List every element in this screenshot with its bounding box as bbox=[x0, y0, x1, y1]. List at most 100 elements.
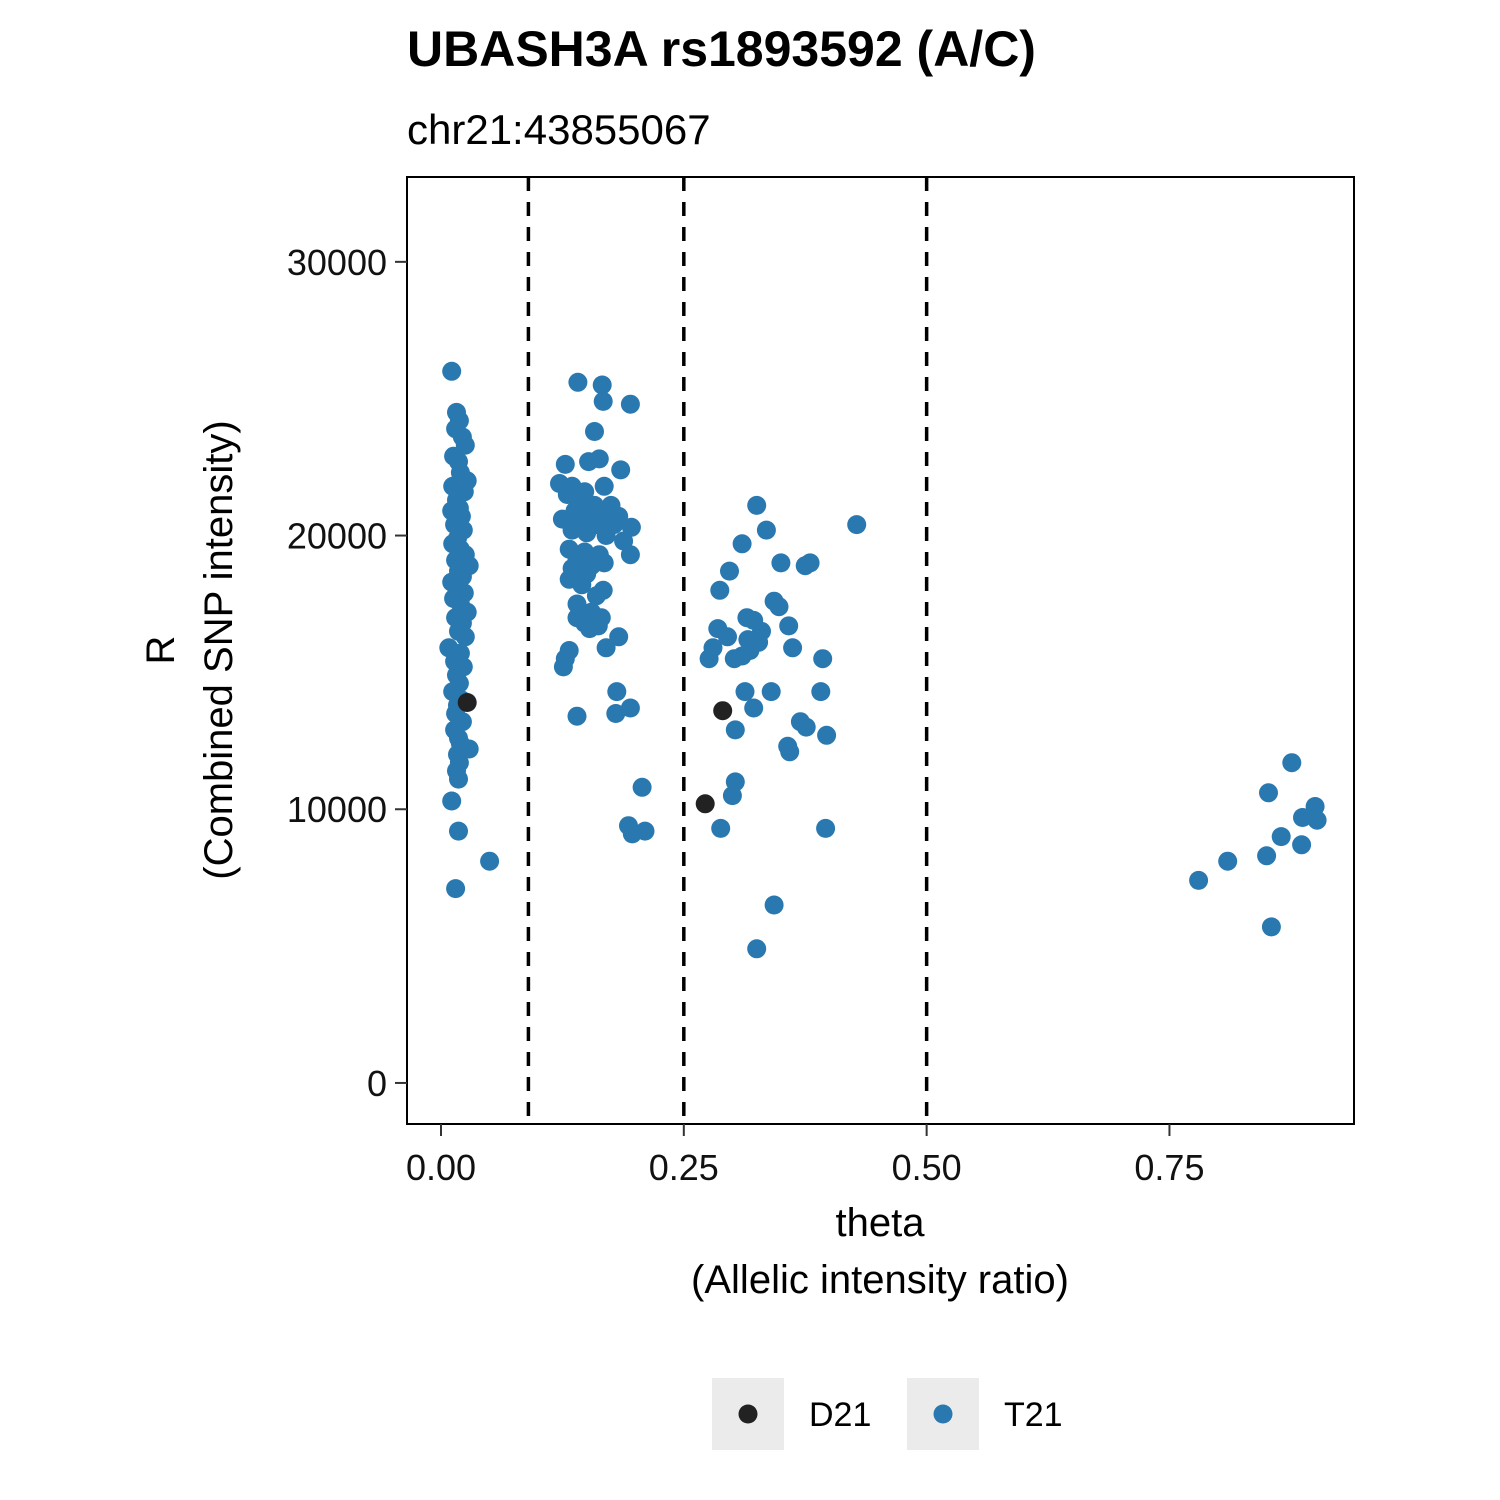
point-t21-121 bbox=[635, 821, 655, 841]
point-t21-129 bbox=[720, 561, 739, 581]
point-t21-122 bbox=[747, 495, 767, 515]
point-t21-111 bbox=[596, 638, 616, 658]
point-t21-159 bbox=[722, 786, 742, 806]
point-t21-66 bbox=[579, 452, 599, 472]
point-t21-130 bbox=[710, 580, 730, 600]
x-axis-subtitle: (Allelic intensity ratio) bbox=[691, 1258, 1069, 1302]
point-t21-153 bbox=[796, 717, 816, 737]
point-t21-114 bbox=[607, 682, 627, 702]
chart-title: UBASH3A rs1893592 (A/C) bbox=[407, 21, 1036, 77]
y-axis-subtitle: (Combined SNP intensity) bbox=[197, 420, 241, 879]
point-t21-115 bbox=[620, 698, 640, 718]
point-t21-102 bbox=[567, 594, 587, 614]
legend-marker-d21 bbox=[738, 1404, 758, 1424]
x-tick-label-0: 0.00 bbox=[406, 1147, 476, 1188]
point-t21-95 bbox=[594, 553, 614, 573]
point-t21-109 bbox=[609, 627, 629, 647]
point-t21-86 bbox=[577, 523, 597, 543]
y-axis-title: R bbox=[139, 636, 183, 665]
point-t21-163 bbox=[747, 939, 767, 959]
point-t21-72 bbox=[557, 485, 577, 504]
point-t21-54 bbox=[449, 769, 468, 789]
point-t21-173 bbox=[1218, 851, 1238, 871]
point-t21-132 bbox=[769, 597, 789, 617]
legend-label-d21: D21 bbox=[809, 1396, 871, 1434]
point-t21-171 bbox=[1292, 835, 1312, 855]
point-t21-67 bbox=[611, 460, 631, 480]
point-t21-164 bbox=[1282, 753, 1302, 773]
point-t21-99 bbox=[572, 575, 592, 595]
x-tick-label-3: 0.75 bbox=[1134, 1147, 1204, 1188]
point-t21-170 bbox=[1271, 827, 1291, 847]
threshold-lines bbox=[526, 177, 929, 1124]
point-t21-149 bbox=[761, 682, 781, 702]
plot-panel-border bbox=[406, 176, 1355, 1125]
point-t21-168 bbox=[1293, 808, 1312, 827]
point-t21-124 bbox=[756, 520, 776, 540]
x-axis: 0.00 0.25 0.50 0.75 bbox=[406, 1124, 1204, 1188]
point-t21-101 bbox=[586, 586, 606, 606]
point-d21-1 bbox=[713, 701, 733, 721]
point-t21-147 bbox=[813, 649, 833, 669]
point-t21-118 bbox=[632, 777, 652, 797]
point-t21-155 bbox=[817, 725, 837, 745]
point-t21-165 bbox=[1259, 783, 1278, 803]
point-t21-65 bbox=[555, 454, 575, 474]
point-t21-108 bbox=[580, 619, 600, 639]
legend-label-t21: T21 bbox=[1004, 1396, 1063, 1434]
point-t21-63 bbox=[585, 422, 604, 441]
point-t21-62 bbox=[620, 394, 640, 414]
point-t21-160 bbox=[711, 818, 731, 838]
data-points bbox=[439, 361, 1327, 959]
point-t21-126 bbox=[771, 553, 791, 573]
point-t21-162 bbox=[764, 895, 784, 915]
x-axis-title: theta bbox=[836, 1201, 926, 1245]
point-t21-60 bbox=[592, 375, 612, 395]
point-t21-117 bbox=[606, 704, 626, 723]
x-tick-label-1: 0.25 bbox=[649, 1147, 719, 1188]
point-t21-145 bbox=[699, 649, 719, 669]
point-t21-142 bbox=[783, 638, 803, 658]
point-t21-161 bbox=[816, 818, 836, 838]
point-t21-113 bbox=[553, 657, 573, 677]
point-t21-150 bbox=[811, 682, 831, 702]
point-t21-148 bbox=[735, 682, 755, 702]
chart-subtitle: chr21:43855067 bbox=[407, 106, 711, 153]
point-t21-35 bbox=[455, 627, 475, 647]
point-d21-2 bbox=[695, 794, 715, 814]
point-t21-174 bbox=[1189, 870, 1209, 890]
point-t21-116 bbox=[567, 706, 587, 726]
point-t21-154 bbox=[725, 720, 745, 740]
point-t21-172 bbox=[1257, 846, 1277, 866]
point-t21-61 bbox=[593, 391, 613, 411]
point-t21-175 bbox=[1261, 917, 1281, 937]
y-tick-label-0: 0 bbox=[367, 1063, 387, 1104]
point-t21-123 bbox=[847, 515, 867, 535]
point-t21-56 bbox=[449, 821, 468, 841]
legend-marker-t21 bbox=[933, 1404, 953, 1424]
point-t21-85 bbox=[562, 520, 582, 540]
point-t21-135 bbox=[779, 616, 799, 636]
plot-area bbox=[406, 176, 1355, 1125]
y-tick-label-1: 10000 bbox=[287, 789, 387, 830]
point-d21-0 bbox=[457, 693, 477, 712]
point-t21-87 bbox=[596, 526, 616, 545]
y-tick-label-2: 20000 bbox=[287, 516, 387, 557]
x-tick-label-2: 0.50 bbox=[892, 1147, 962, 1188]
point-t21-92 bbox=[620, 545, 640, 565]
legend: D21 T21 bbox=[712, 1378, 1063, 1450]
point-t21-125 bbox=[732, 534, 752, 554]
point-t21-157 bbox=[780, 742, 800, 762]
point-t21-58 bbox=[446, 879, 466, 899]
y-axis: 0 10000 20000 30000 bbox=[287, 242, 407, 1104]
point-t21-71 bbox=[594, 476, 614, 496]
y-tick-label-3: 30000 bbox=[287, 242, 387, 283]
point-t21-169 bbox=[1307, 810, 1327, 830]
point-t21-128 bbox=[800, 553, 820, 573]
point-t21-151 bbox=[744, 698, 764, 718]
point-t21-55 bbox=[442, 791, 462, 811]
point-t21-59 bbox=[568, 372, 588, 392]
point-t21-138 bbox=[718, 627, 737, 647]
point-t21-146 bbox=[724, 649, 744, 669]
